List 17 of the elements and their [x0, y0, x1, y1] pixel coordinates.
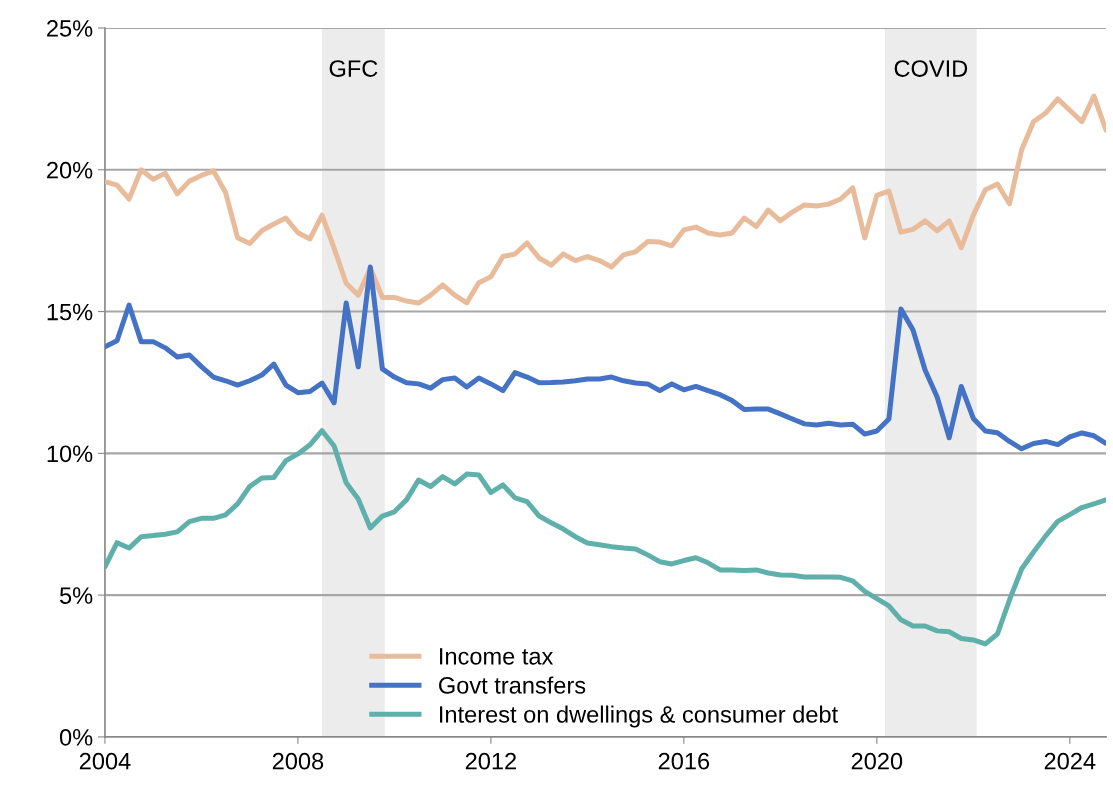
y-tick-label: 0%: [59, 728, 93, 746]
legend-label: Income tax: [440, 648, 554, 665]
x-tick-label: 2004: [79, 752, 131, 770]
x-tick-label: 2024: [1044, 752, 1096, 770]
x-tick-label: 2016: [658, 752, 710, 770]
y-tick-label: 15%: [47, 303, 93, 321]
band-label: COVID: [894, 60, 968, 77]
band-label: GFC: [329, 60, 378, 77]
x-tick-label: 2012: [465, 752, 516, 770]
y-tick-label: 20%: [47, 161, 93, 179]
y-tick-label: 5%: [59, 587, 93, 604]
x-tick-label: 2020: [851, 752, 903, 770]
x-tick-label: 2008: [272, 752, 324, 770]
y-tick-label: 10%: [47, 445, 93, 463]
y-tick-label: 25%: [47, 20, 93, 37]
legend-label: Interest on dwellings & consumer debt: [440, 705, 838, 728]
legend-label: Govt transfers: [439, 676, 586, 694]
